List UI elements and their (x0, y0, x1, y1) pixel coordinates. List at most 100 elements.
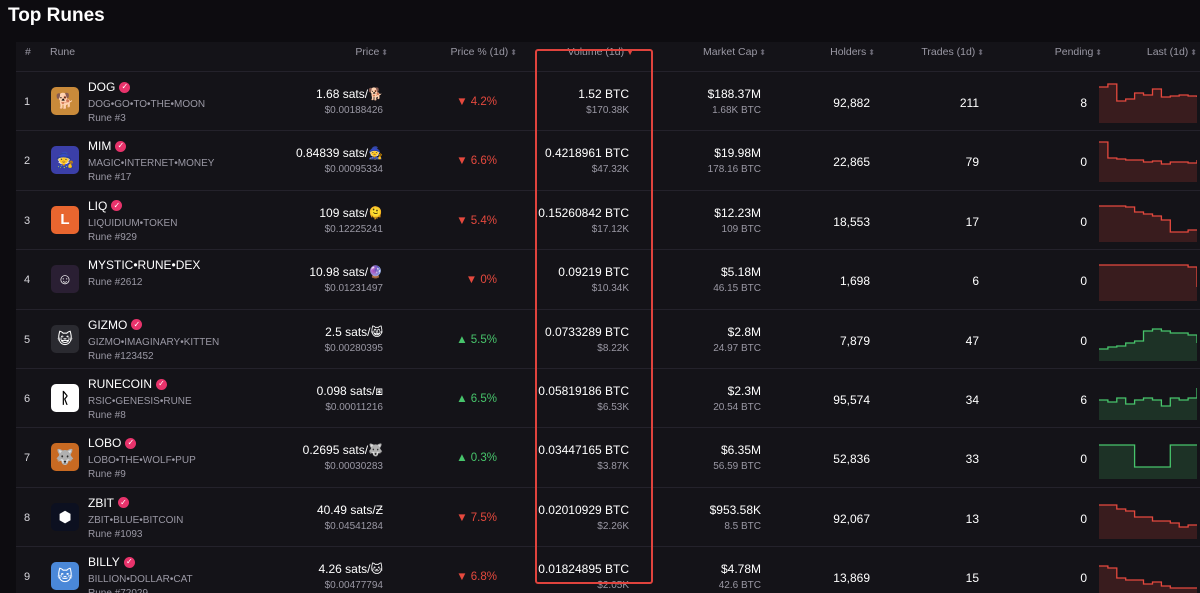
price-sats: 0.098 sats/⧆ (316, 384, 383, 398)
volume-btc: 0.0733289 BTC (544, 324, 629, 339)
market-cap-usd: $12.23M (714, 205, 761, 220)
column-header-price-change[interactable]: Price % (1d) ⬍ (450, 46, 517, 58)
holders-count: 7,879 (839, 333, 870, 348)
market-cap-btc: 24.97 BTC (713, 342, 761, 354)
rank-number: 5 (24, 333, 31, 346)
holders-count: 92,067 (833, 511, 870, 526)
sparkline-line (1099, 327, 1197, 350)
verified-check-icon: ✓ (156, 378, 168, 390)
sparkline-chart (1099, 205, 1197, 242)
table-row[interactable]: 8 ⬢ ZBIT ✓ ZBIT•BLUE•BITCOIN Rune #1093 40.49 … (16, 486, 1200, 546)
volume-usd: $10.34K (591, 283, 629, 295)
rune-name[interactable]: BILLY ✓ (88, 555, 135, 569)
table-row[interactable]: 3 L LIQ ✓ LIQUIDIUM•TOKEN Rune #929 109 sats/🫠… (16, 189, 1200, 249)
price-change: ▲ 0.3% (456, 452, 497, 465)
sort-icon: ⬍ (1095, 48, 1102, 57)
rank-number: 3 (24, 214, 31, 227)
column-header-price[interactable]: Price ⬍ (355, 46, 388, 58)
price-sats: 1.68 sats/🐕 (316, 87, 383, 101)
table-row[interactable]: 4 ☺ MYSTIC•RUNE•DEX Rune #2612 10.98 sats/🔮 $… (16, 249, 1200, 308)
sparkline-area (1099, 388, 1197, 420)
sparkline-line (1099, 264, 1197, 288)
column-header-trades[interactable]: Trades (1d) ⬍ (921, 46, 984, 58)
rank-number: 7 (24, 452, 31, 465)
volume-btc: 1.52 BTC (578, 87, 629, 101)
rune-name[interactable]: LOBO ✓ (88, 436, 137, 450)
rank-number: 2 (24, 155, 31, 168)
runes-table: # Rune Price ⬍ Price % (1d) ⬍ Volume (1d) ▼… (16, 42, 1200, 593)
rune-number: Rune #72029 (88, 588, 148, 593)
sparkline-chart (1099, 444, 1197, 480)
price-change: ▼ 4.2% (456, 96, 497, 108)
rune-number: Rune #2612 (88, 277, 143, 289)
volume-usd: $47.32K (591, 164, 629, 176)
rune-number: Rune #9 (88, 469, 126, 481)
sort-icon: ⬍ (1190, 48, 1197, 57)
volume-usd: $2.05K (597, 580, 629, 592)
sparkline-line (1099, 388, 1197, 407)
rune-name[interactable]: LIQ ✓ (88, 199, 123, 213)
column-header-holders[interactable]: Holders ⬍ (830, 46, 875, 58)
price-sats: 2.5 sats/😸 (325, 324, 383, 339)
rune-spaced-name: GIZMO•IMAGINARY•KITTEN (88, 336, 220, 348)
table-row[interactable]: 9 🐱 BILLY✓ BILLION•DOLLAR•CAT Rune #72029 4.2… (16, 546, 1200, 593)
triangle-down-icon: ▼ (456, 571, 468, 584)
pending-count: 8 (1080, 96, 1087, 110)
rune-name[interactable]: ZBIT ✓ (88, 496, 129, 510)
sort-icon: ⬍ (759, 48, 766, 57)
table-row[interactable]: 6 ᚱ RUNECOIN ✓ RSIC•GENESIS•RUNE Rune #8 0.098… (16, 368, 1200, 427)
price-change: ▼ 5.4% (456, 214, 497, 227)
liq-logo-icon: L (51, 205, 79, 234)
rune-name[interactable]: MIM ✓ (88, 139, 127, 153)
table-row[interactable]: 5 😺 GIZMO ✓ GIZMO•IMAGINARY•KITTEN Rune #1234… (16, 308, 1200, 368)
rank-number: 9 (24, 571, 31, 584)
market-cap-btc: 20.54 BTC (713, 402, 761, 413)
price-sats: 0.84839 sats/🧙 (296, 146, 383, 161)
volume-btc: 0.09219 BTC (558, 265, 629, 280)
market-cap-usd: $188.37M (707, 87, 761, 101)
table-row[interactable]: 2 🧙 MIM ✓ MAGIC•INTERNET•MONEY Rune #17 0.8483… (16, 130, 1200, 189)
sparkline-area (1099, 205, 1197, 242)
verified-check-icon: ✓ (119, 81, 131, 93)
column-header-rank: # (25, 46, 31, 58)
volume-btc: 0.4218961 BTC (544, 146, 629, 161)
holders-count: 1,698 (839, 274, 870, 289)
volume-usd: $17.12K (591, 223, 629, 235)
price-usd: $0.00095334 (324, 164, 383, 176)
pending-count: 6 (1080, 393, 1087, 407)
column-header-last[interactable]: Last (1d) ⬍ (1146, 46, 1197, 58)
rune-number: Rune #929 (88, 231, 137, 243)
sort-icon: ⬍ (510, 48, 517, 57)
runecoin-logo-icon: ᚱ (51, 384, 79, 412)
sparkline-chart (1099, 264, 1197, 302)
table-row[interactable]: 1 🐕 DOG ✓ DOG•GO•TO•THE•MOON Rune #3 1.68 sats… (16, 71, 1200, 130)
verified-check-icon: ✓ (125, 437, 137, 449)
market-cap-btc: 56.59 BTC (713, 461, 761, 473)
dog-logo-icon: 🐕 (51, 87, 79, 115)
rune-name[interactable]: RUNECOIN ✓ (88, 377, 168, 391)
table-row[interactable]: 7 🐺 LOBO ✓ LOBO•THE•WOLF•PUP Rune #9 0.2695 sa… (16, 427, 1200, 486)
sparkline-line (1099, 565, 1197, 589)
price-change: ▼ 6.8% (456, 571, 497, 584)
rune-name[interactable]: GIZMO ✓ (88, 318, 143, 332)
volume-usd: $2.26K (597, 520, 629, 532)
rune-name[interactable]: MYSTIC•RUNE•DEX (88, 258, 201, 273)
volume-btc: 0.15260842 BTC (538, 205, 629, 220)
rank-number: 8 (24, 511, 31, 524)
column-header-market-cap[interactable]: Market Cap ⬍ (703, 46, 766, 58)
price-sats: 109 sats/🫠 (319, 205, 383, 220)
rank-number: 4 (24, 274, 31, 287)
trades-count: 15 (965, 571, 979, 586)
sparkline-area (1099, 84, 1197, 123)
column-header-volume[interactable]: Volume (1d) ▼ (567, 46, 634, 58)
price-usd: $0.12225241 (324, 223, 383, 235)
holders-count: 92,882 (833, 96, 870, 110)
column-header-pending[interactable]: Pending ⬍ (1054, 46, 1102, 58)
trades-count: 211 (959, 96, 979, 110)
rune-name[interactable]: DOG ✓ (88, 80, 131, 94)
market-cap-btc: 42.6 BTC (718, 580, 761, 592)
rank-number: 1 (24, 96, 31, 108)
pending-count: 0 (1080, 155, 1087, 170)
pending-count: 0 (1080, 511, 1087, 526)
price-usd: $0.00188426 (324, 105, 383, 116)
